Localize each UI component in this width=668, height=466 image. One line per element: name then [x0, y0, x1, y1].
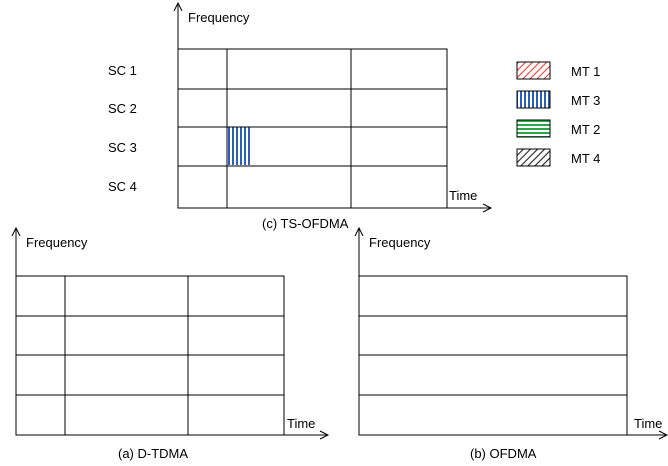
legend-swatch-mt1 [516, 61, 551, 80]
legend-label-mt4: MT 4 [571, 151, 600, 166]
row-label-sc3: SC 3 [108, 140, 137, 155]
legend-label-mt2: MT 2 [571, 122, 600, 137]
diagram-b-time-label: Time [634, 416, 662, 431]
diagram-b-caption: (b) OFDMA [470, 446, 537, 461]
diagram-c-caption: (c) TS-OFDMA [262, 216, 349, 231]
row-label-sc1: SC 1 [108, 63, 137, 78]
legend-swatch-mt3 [516, 90, 551, 109]
diagram-a-frequency-label: Frequency [26, 235, 88, 250]
diagram-a-x-arrowhead [319, 430, 330, 440]
legend-label-mt3: MT 3 [571, 93, 600, 108]
legend-label-mt1: MT 1 [571, 64, 600, 79]
row-label-sc4: SC 4 [108, 179, 137, 194]
mt3-allocation-block [227, 127, 251, 165]
legend: MT 1 MT 3 MT 2 MT 4 [516, 61, 600, 167]
diagram-c-time-label: Time [449, 188, 477, 203]
diagram-c-y-arrowhead [173, 1, 183, 12]
diagram-b-ofdma: Frequency Time (b) OFDMA [354, 226, 668, 461]
row-label-sc2: SC 2 [108, 101, 137, 116]
diagram-c-frequency-label: Frequency [188, 10, 250, 25]
diagram-a-y-arrowhead [11, 226, 21, 237]
diagram-b-y-arrowhead [354, 226, 364, 237]
diagram-a-grid [15, 275, 285, 436]
diagram-c-x-arrowhead [482, 203, 493, 213]
diagram-b-x-arrowhead [658, 430, 668, 440]
diagram-a-time-label: Time [287, 416, 315, 431]
diagram-a-d-tdma: Frequency Time (a) D-TDMA [11, 226, 330, 461]
diagram-c-grid [177, 48, 448, 209]
diagram-b-grid [358, 275, 628, 436]
diagram-a-caption: (a) D-TDMA [118, 446, 188, 461]
diagram-b-frequency-label: Frequency [369, 235, 431, 250]
diagram-c-ts-ofdma: Frequency Time SC 1 SC 2 SC 3 SC 4 (c) T… [108, 1, 493, 231]
legend-swatch-mt4 [516, 148, 551, 167]
legend-swatch-mt2 [516, 119, 551, 138]
